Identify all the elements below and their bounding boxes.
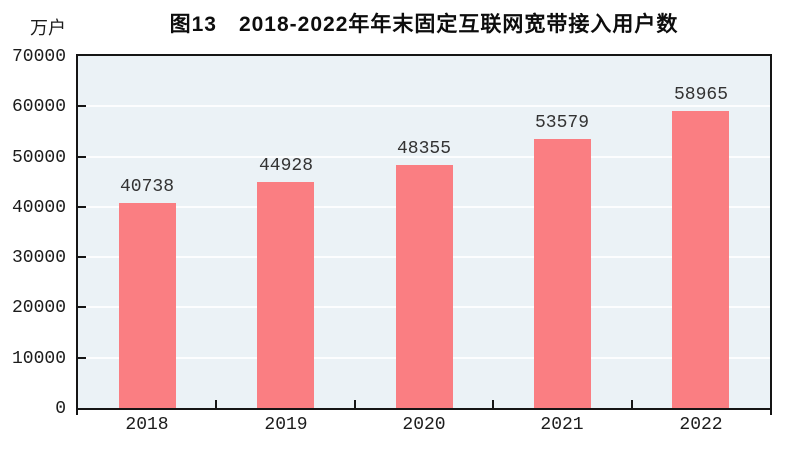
y-axis-tick-label-50000: 50000	[11, 148, 66, 168]
y-axis-tick-40000	[78, 205, 86, 208]
x-axis-tick-4	[631, 400, 633, 408]
bar-value-label-2018: 40738	[119, 177, 174, 197]
bar-2020	[396, 165, 453, 408]
x-axis-tick-label-2022: 2022	[679, 415, 723, 435]
y-axis-tick-label-20000: 20000	[11, 298, 66, 318]
x-axis-tick-3	[492, 400, 494, 408]
bar-value-label-2019: 44928	[258, 156, 313, 176]
x-axis-tick-2	[354, 400, 356, 408]
x-axis-end-tick-right	[770, 410, 772, 415]
x-axis-tick-label-2020: 2020	[402, 415, 446, 435]
y-axis-tick-label-40000: 40000	[11, 198, 66, 218]
y-axis-tick-label-30000: 30000	[11, 248, 66, 268]
y-axis-tick-20000	[78, 306, 86, 309]
gridline-50000	[78, 155, 770, 158]
y-axis-tick-50000	[78, 155, 86, 158]
y-axis-tick-60000	[78, 105, 86, 108]
x-axis-tick-label-2021: 2021	[540, 415, 584, 435]
y-axis-unit-label: 万户	[30, 20, 66, 40]
y-axis-tick-label-0: 0	[55, 399, 66, 419]
bar-2021	[534, 139, 591, 408]
x-axis-tick-label-2019: 2019	[264, 415, 308, 435]
y-axis-tick-label-60000: 60000	[11, 97, 66, 117]
x-axis-end-tick-left	[76, 410, 78, 415]
bar-value-label-2021: 53579	[534, 113, 589, 133]
bar-2019	[257, 182, 314, 408]
y-axis-tick-10000	[78, 356, 86, 359]
bar-value-label-2022: 58965	[673, 85, 728, 105]
y-axis-tick-30000	[78, 256, 86, 259]
y-axis-tick-label-10000: 10000	[11, 349, 66, 369]
plot-area	[76, 54, 772, 410]
x-axis-tick-label-2018: 2018	[125, 415, 169, 435]
chart-title: 图13 2018-2022年年末固定互联网宽带接入用户数	[169, 13, 679, 36]
gridline-60000	[78, 105, 770, 108]
bar-2022	[672, 111, 729, 408]
y-axis-tick-label-70000: 70000	[11, 47, 66, 67]
bar-2018	[119, 203, 176, 408]
bar-value-label-2020: 48355	[396, 139, 451, 159]
x-axis-tick-1	[215, 400, 217, 408]
